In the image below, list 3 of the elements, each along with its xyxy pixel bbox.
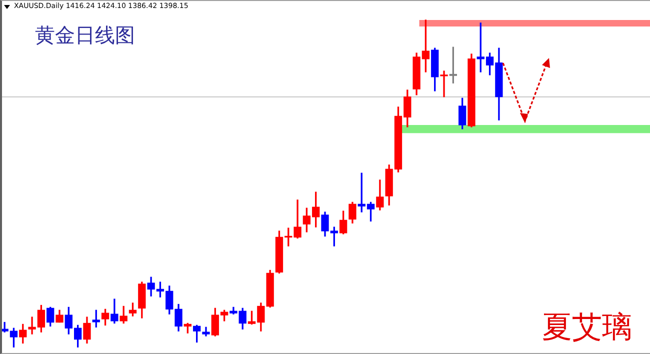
text: 夏艾璃 (542, 309, 632, 347)
chart-title: 黄金日线图 (35, 22, 135, 49)
candlestick (440, 70, 448, 98)
